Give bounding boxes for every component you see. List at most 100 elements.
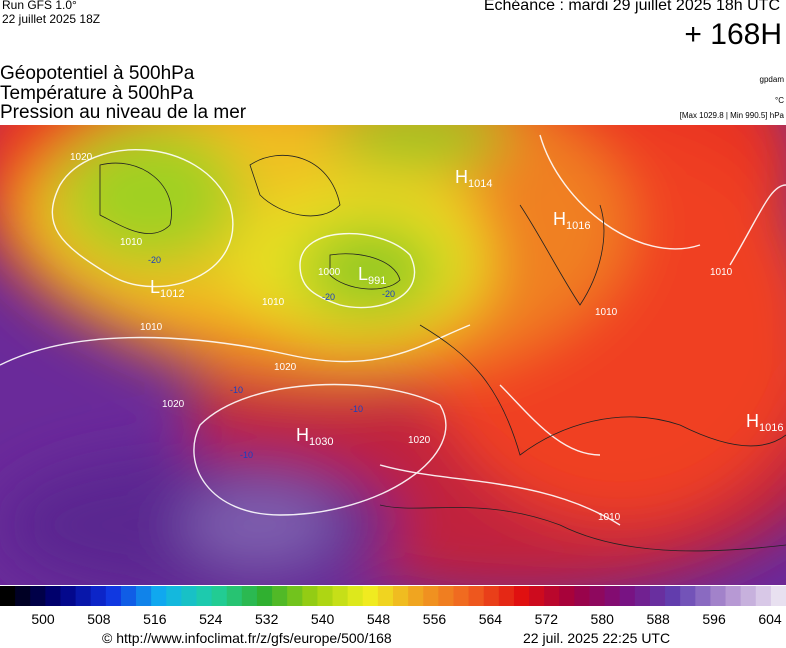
isobar-label: 1010: [140, 322, 163, 333]
colorbar-swatch: [483, 586, 500, 606]
colorbar-swatch: [468, 586, 485, 606]
pressure-center: H1030: [296, 425, 333, 448]
colorbar-swatch: [408, 586, 424, 606]
colorbar-swatch: [498, 586, 515, 606]
colorbar-swatch: [755, 586, 772, 606]
colorbar: 500 508 516 524 532 540 548 556 564 572 580 588 596 6…: [0, 586, 786, 627]
colorbar-swatch: [0, 586, 16, 606]
colorbar-swatch: [529, 586, 545, 606]
temperature-label: -20: [382, 289, 395, 299]
colorbar-swatch: [60, 586, 77, 606]
colorbar-swatch: [559, 586, 575, 606]
colorbar-label: 516: [143, 611, 167, 627]
colorbar-swatch: [438, 586, 454, 606]
colorbar-swatch: [256, 586, 273, 606]
colorbar-swatch: [393, 586, 409, 606]
colorbar-swatch: [15, 586, 31, 606]
colorbar-swatch: [45, 586, 61, 606]
run-date: 22 juillet 2025 18Z: [2, 12, 101, 26]
isobar-label: 1010: [598, 512, 621, 523]
temperature-label: -20: [322, 292, 335, 302]
colorbar-label: 524: [199, 611, 223, 627]
colorbar-label: 508: [87, 611, 111, 627]
colorbar-swatch: [105, 586, 122, 606]
colorbar-swatch: [75, 586, 92, 606]
colorbar-swatch: [90, 586, 107, 606]
source-url: © http://www.infoclimat.fr/z/gfs/europe/…: [102, 630, 392, 646]
colorbar-swatch: [166, 586, 182, 606]
colorbar-swatch: [665, 586, 681, 606]
isobar-label: 1020: [162, 399, 185, 410]
colorbar-label: 564: [479, 611, 503, 627]
colorbar-swatch: [226, 586, 243, 606]
unit-label: gpdam: [759, 75, 784, 84]
colorbar-swatch: [453, 586, 470, 606]
title-line: Géopotentiel à 500hPa: [0, 63, 195, 84]
title-line: Température à 500hPa: [0, 83, 194, 104]
temperature-label: -20: [148, 255, 161, 265]
colorbar-label: 500: [31, 611, 55, 627]
colorbar-label: 540: [311, 611, 335, 627]
colorbar-swatch: [680, 586, 696, 606]
colorbar-label: 532: [255, 611, 279, 627]
isobar-label: 1020: [274, 362, 297, 373]
colorbar-label: 604: [758, 611, 782, 627]
colorbar-swatch: [619, 586, 636, 606]
colorbar-swatch: [181, 586, 197, 606]
lead-time: + 168H: [684, 18, 782, 51]
isobar-label: 1010: [595, 307, 618, 318]
colorbar-swatch: [770, 586, 786, 606]
run-label: Run GFS 1.0°: [2, 0, 77, 12]
colorbar-swatch: [423, 586, 439, 606]
colorbar-swatch: [196, 586, 213, 606]
temperature-label: -10: [240, 450, 253, 460]
temperature-label: -10: [350, 404, 363, 414]
colorbar-swatch: [710, 586, 727, 606]
colorbar-swatch: [302, 586, 318, 606]
colorbar-swatch: [377, 586, 394, 606]
pressure-center: H1016: [553, 209, 590, 232]
colorbar-swatch: [634, 586, 651, 606]
echeance: Echéance : mardi 29 juillet 2025 18h UTC: [483, 0, 780, 14]
colorbar-swatch: [362, 586, 379, 606]
colorbar-swatch: [574, 586, 590, 606]
colorbar-label: 580: [591, 611, 615, 627]
colorbar-swatch: [136, 586, 152, 606]
colorbar-swatch: [241, 586, 258, 606]
timestamp: 22 juil. 2025 22:25 UTC: [523, 630, 671, 646]
isobar-label: 1000: [318, 267, 341, 278]
colorbar-swatch: [725, 586, 742, 606]
field: [0, 125, 786, 585]
isobar-label: 1020: [408, 435, 431, 446]
colorbar-swatch: [589, 586, 606, 606]
colorbar-swatch: [120, 586, 137, 606]
unit-label: [Max 1029.8 | Min 990.5] hPa: [679, 111, 784, 120]
isobar-label: 1010: [710, 267, 733, 278]
colorbar-swatch: [347, 586, 364, 606]
colorbar-swatch: [604, 586, 621, 606]
colorbar-swatch: [740, 586, 757, 606]
title-line: Pression au niveau de la mer: [0, 102, 247, 123]
colorbar-swatch: [332, 586, 349, 606]
colorbar-swatch: [211, 586, 228, 606]
colorbar-label: 548: [367, 611, 391, 627]
pressure-center: H1016: [746, 411, 783, 434]
map: H1030 L1012 H1014 H1016 H1016 L991 1020 1010 101…: [0, 125, 786, 585]
isobar-label: 1020: [70, 152, 93, 163]
pressure-center: L991: [358, 264, 386, 287]
colorbar-label: 572: [535, 611, 559, 627]
colorbar-swatch: [544, 586, 560, 606]
colorbar-swatch: [272, 586, 288, 606]
colorbar-swatch: [513, 586, 530, 606]
colorbar-swatch: [695, 586, 711, 606]
colorbar-swatch: [287, 586, 303, 606]
isobar-label: 1010: [262, 297, 285, 308]
colorbar-label: 588: [646, 611, 670, 627]
pressure-center: L1012: [150, 277, 185, 300]
temperature-label: -10: [230, 385, 243, 395]
pressure-center: H1014: [455, 167, 492, 190]
colorbar-label: 596: [702, 611, 726, 627]
isobar-label: 1010: [120, 237, 143, 248]
colorbar-swatch: [317, 586, 334, 606]
